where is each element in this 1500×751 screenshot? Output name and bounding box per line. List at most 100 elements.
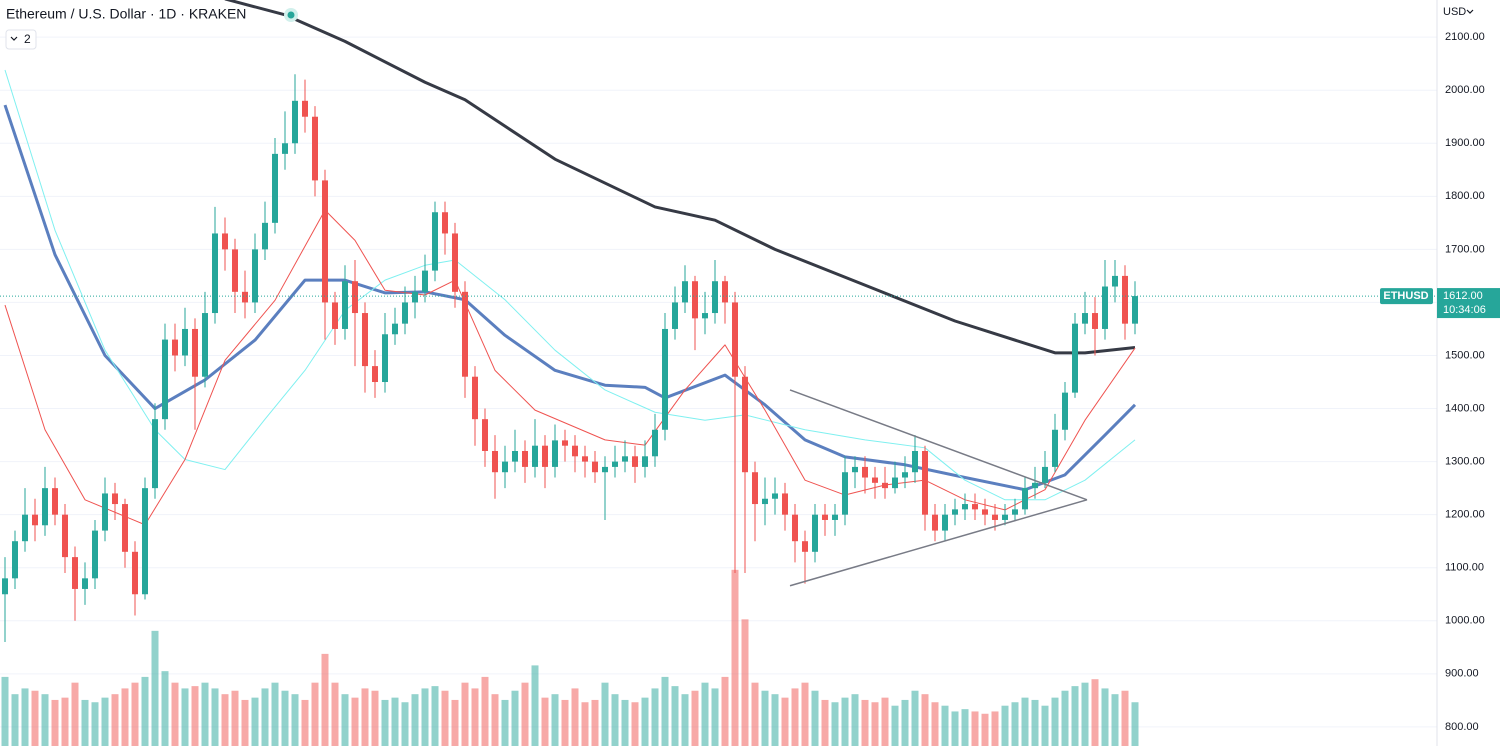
volume-bar — [641, 697, 649, 746]
candle-body — [302, 100, 308, 117]
volume-bar — [991, 711, 999, 746]
volume-bar — [21, 688, 29, 746]
candle-body — [182, 328, 188, 356]
candle-body — [922, 450, 928, 515]
candle-body — [672, 302, 678, 329]
volume-bar — [141, 676, 149, 746]
candle-body — [122, 504, 128, 552]
symbol-badge — [1380, 288, 1433, 305]
candle-body — [932, 514, 938, 531]
volume-bar — [691, 690, 699, 746]
volume-bar — [111, 694, 119, 746]
volume-bar — [121, 688, 129, 746]
candle-body — [622, 456, 628, 462]
volume-bar — [611, 694, 619, 746]
countdown-label: 10:34:06 — [1443, 304, 1486, 316]
volume-bar — [291, 694, 299, 746]
ma-layer — [3, 0, 1137, 526]
volume-bar — [451, 699, 459, 746]
volume-bar — [981, 713, 989, 746]
volume-bar — [871, 702, 879, 746]
volume-bar — [351, 697, 359, 746]
candle-body — [662, 328, 668, 430]
volume-bar — [771, 694, 779, 746]
candle-body — [782, 493, 788, 515]
candle-body — [472, 376, 478, 420]
volume-bar — [1001, 705, 1009, 746]
volume-bar — [51, 699, 59, 746]
volume-bar — [1021, 697, 1029, 746]
volume-bar — [671, 686, 679, 746]
volume-bar — [411, 694, 419, 746]
candle-body — [332, 302, 338, 329]
candle-body — [602, 466, 608, 473]
volume-bar — [461, 682, 469, 746]
last-price-label: 1612.00 — [1443, 290, 1483, 302]
volume-bar — [941, 705, 949, 746]
candle-body — [1072, 323, 1078, 393]
y-tick-label: 1000.00 — [1445, 615, 1485, 627]
candle-body — [442, 212, 448, 234]
candle-body — [952, 509, 958, 515]
candle-body — [352, 281, 358, 314]
candle-body — [592, 461, 598, 473]
volume-bar — [491, 694, 499, 746]
volume-bar — [421, 688, 429, 746]
volume-bar — [1101, 688, 1109, 746]
volume-bar — [741, 619, 749, 746]
volume-bar — [851, 694, 859, 746]
volume-bar — [191, 686, 199, 746]
volume-bar — [711, 688, 719, 746]
volume-bar — [781, 697, 789, 746]
candle-body — [1112, 275, 1118, 287]
candle-body — [892, 477, 898, 489]
symbol-label: ETHUSD — [1383, 290, 1428, 302]
volume-bar — [61, 697, 69, 746]
volume-bar — [91, 702, 99, 746]
candle-body — [102, 493, 108, 531]
moving-average — [4, 209, 1136, 526]
indicator-toggle[interactable] — [5, 29, 37, 50]
candle-body — [422, 270, 428, 292]
y-tick-label: 800.00 — [1445, 721, 1479, 733]
candle-body — [942, 514, 948, 531]
candle-body — [1132, 296, 1138, 324]
candle-body — [832, 514, 838, 520]
candle-body — [32, 514, 38, 526]
candle-body — [1082, 313, 1088, 324]
candle-body — [402, 302, 408, 324]
volume-bar — [1111, 694, 1119, 746]
volume-bar — [261, 688, 269, 746]
trendline-layer — [789, 389, 1088, 587]
candle-body — [1122, 275, 1128, 324]
candle-body — [502, 461, 508, 473]
candle-body — [762, 498, 768, 505]
candle-body — [582, 456, 588, 462]
volume-bar — [901, 699, 909, 746]
candle-body — [452, 233, 458, 292]
candle-body — [772, 493, 778, 499]
candle-body — [722, 281, 728, 303]
candle-body — [482, 419, 488, 451]
candle-body — [462, 291, 468, 377]
volume-bar — [171, 682, 179, 746]
candle-body — [132, 551, 138, 595]
candle-body — [532, 445, 538, 467]
volume-bar — [1051, 697, 1059, 746]
volume-bar — [881, 697, 889, 746]
volume-layer — [1, 569, 1139, 746]
volume-bar — [1061, 690, 1069, 746]
volume-bar — [761, 690, 769, 746]
volume-bar — [41, 694, 49, 746]
candle-body — [262, 222, 268, 250]
currency-label[interactable]: USD — [1443, 6, 1466, 18]
candle-body — [142, 488, 148, 595]
candle-body — [312, 116, 318, 181]
candle-body — [212, 233, 218, 314]
volume-bar — [531, 665, 539, 746]
volume-bar — [181, 688, 189, 746]
volume-bar — [371, 690, 379, 746]
volume-bar — [271, 682, 279, 746]
